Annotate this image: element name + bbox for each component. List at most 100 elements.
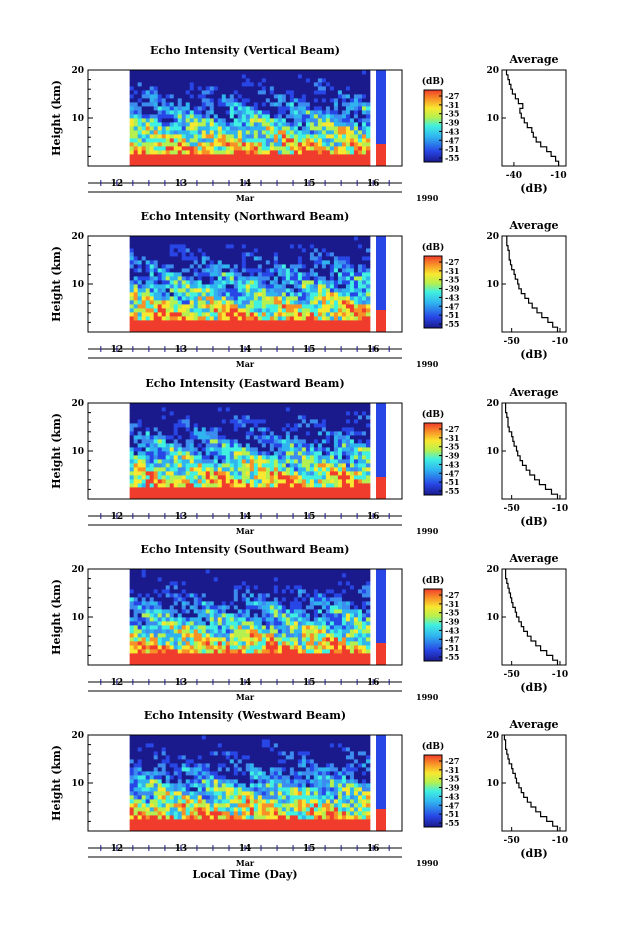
heatmap-cell [185, 240, 191, 245]
heatmap-cell [277, 162, 283, 167]
heatmap-cell [241, 645, 247, 650]
heatmap-cell [233, 74, 239, 79]
heatmap-cell [357, 248, 363, 253]
heatmap-cell [293, 661, 299, 666]
heatmap-cell [277, 236, 283, 241]
heatmap-cell [185, 126, 191, 131]
heatmap-cell [177, 114, 183, 119]
heatmap-cell [357, 328, 363, 333]
heatmap-cell [237, 82, 243, 87]
heatmap-cell [165, 324, 171, 329]
heatmap-cell [353, 451, 359, 456]
heatmap-cell [185, 142, 191, 147]
heatmap-cell [309, 240, 315, 245]
heatmap-cell [173, 86, 179, 91]
data-gap [372, 403, 376, 499]
heatmap-cell [269, 146, 275, 151]
heatmap-cell [169, 288, 175, 293]
heatmap-cell [149, 407, 155, 412]
heatmap-cell [245, 320, 251, 325]
colorbar-tick-label: -35 [445, 275, 459, 285]
heatmap-cell [321, 435, 327, 440]
heatmap-cell [133, 471, 139, 476]
heatmap-cell [269, 142, 275, 147]
heatmap-cell [181, 280, 187, 285]
heatmap-cell [325, 463, 331, 468]
heatmap-cell [173, 130, 179, 135]
heatmap-cell [185, 304, 191, 309]
heatmap-cell [301, 240, 307, 245]
heatmap-cell [309, 304, 315, 309]
heatmap-cell [301, 300, 307, 305]
heatmap-cell [361, 276, 367, 281]
heatmap-cell [205, 431, 211, 436]
heatmap-cell [365, 316, 371, 321]
heatmap-cell [173, 102, 179, 107]
heatmap-cell [141, 292, 147, 297]
heatmap-cell [349, 649, 355, 654]
heatmap-cell [305, 447, 311, 452]
heatmap-cell [137, 260, 143, 265]
heatmap-cell [261, 90, 267, 95]
heatmap-cell [201, 312, 207, 317]
heatmap-cell [365, 423, 371, 428]
heatmap-cell [281, 150, 287, 155]
heatmap-cell [185, 256, 191, 261]
heatmap-cell [249, 272, 255, 277]
heatmap-cell [129, 427, 135, 432]
heatmap-cell [225, 495, 231, 500]
heatmap-cell [233, 122, 239, 127]
heatmap-cell [133, 308, 139, 313]
heatmap-cell [277, 272, 283, 277]
heatmap-cell [345, 645, 351, 650]
heatmap-cell [141, 320, 147, 325]
heatmap-cell [345, 70, 351, 75]
heatmap-cell [169, 491, 175, 496]
heatmap-cell [177, 78, 183, 83]
heatmap-cell [285, 280, 291, 285]
heatmap-cell [209, 130, 215, 135]
heatmap-cell [145, 74, 151, 79]
heatmap-cell [197, 256, 203, 261]
heatmap-cell [173, 268, 179, 273]
heatmap-cell [329, 162, 335, 167]
heatmap-cell [217, 641, 223, 646]
heatmap-cell [221, 292, 227, 297]
heatmap-cell [197, 443, 203, 448]
heatmap-cell [325, 411, 331, 416]
colorbar-tick-label: -43 [445, 292, 460, 302]
heatmap-cell [145, 403, 151, 408]
heatmap-cell [289, 260, 295, 265]
heatmap-cell [257, 142, 263, 147]
heatmap-cell [245, 284, 251, 289]
heatmap-cell [157, 645, 163, 650]
heatmap-cell [249, 260, 255, 265]
heatmap-cell [365, 244, 371, 249]
average-profile-line [506, 236, 559, 332]
heatmap-cell [277, 463, 283, 468]
heatmap-cell [133, 276, 139, 281]
heatmap-cell [337, 312, 343, 317]
heatmap-cell [209, 491, 215, 496]
heatmap-cell [301, 661, 307, 666]
heatmap-cell [149, 447, 155, 452]
heatmap-cell [357, 78, 363, 83]
heatmap-cell [321, 403, 327, 408]
heatmap-cell [305, 419, 311, 424]
heatmap-cell [285, 435, 291, 440]
heatmap-cell [329, 94, 335, 99]
heatmap-cell [361, 98, 367, 103]
heatmap-cell [145, 459, 151, 464]
heatmap-cell [281, 423, 287, 428]
heatmap-cell [177, 403, 183, 408]
heatmap-cell [249, 328, 255, 333]
heatmap-cell [153, 419, 159, 424]
heatmap-cell [169, 661, 175, 666]
heatmap-cell [289, 138, 295, 143]
heatmap-cell [133, 467, 139, 472]
heatmap-cell [253, 236, 259, 241]
heatmap-cell [317, 443, 323, 448]
heatmap-cell [181, 134, 187, 139]
heatmap-cell [189, 447, 195, 452]
heatmap-cell [205, 94, 211, 99]
